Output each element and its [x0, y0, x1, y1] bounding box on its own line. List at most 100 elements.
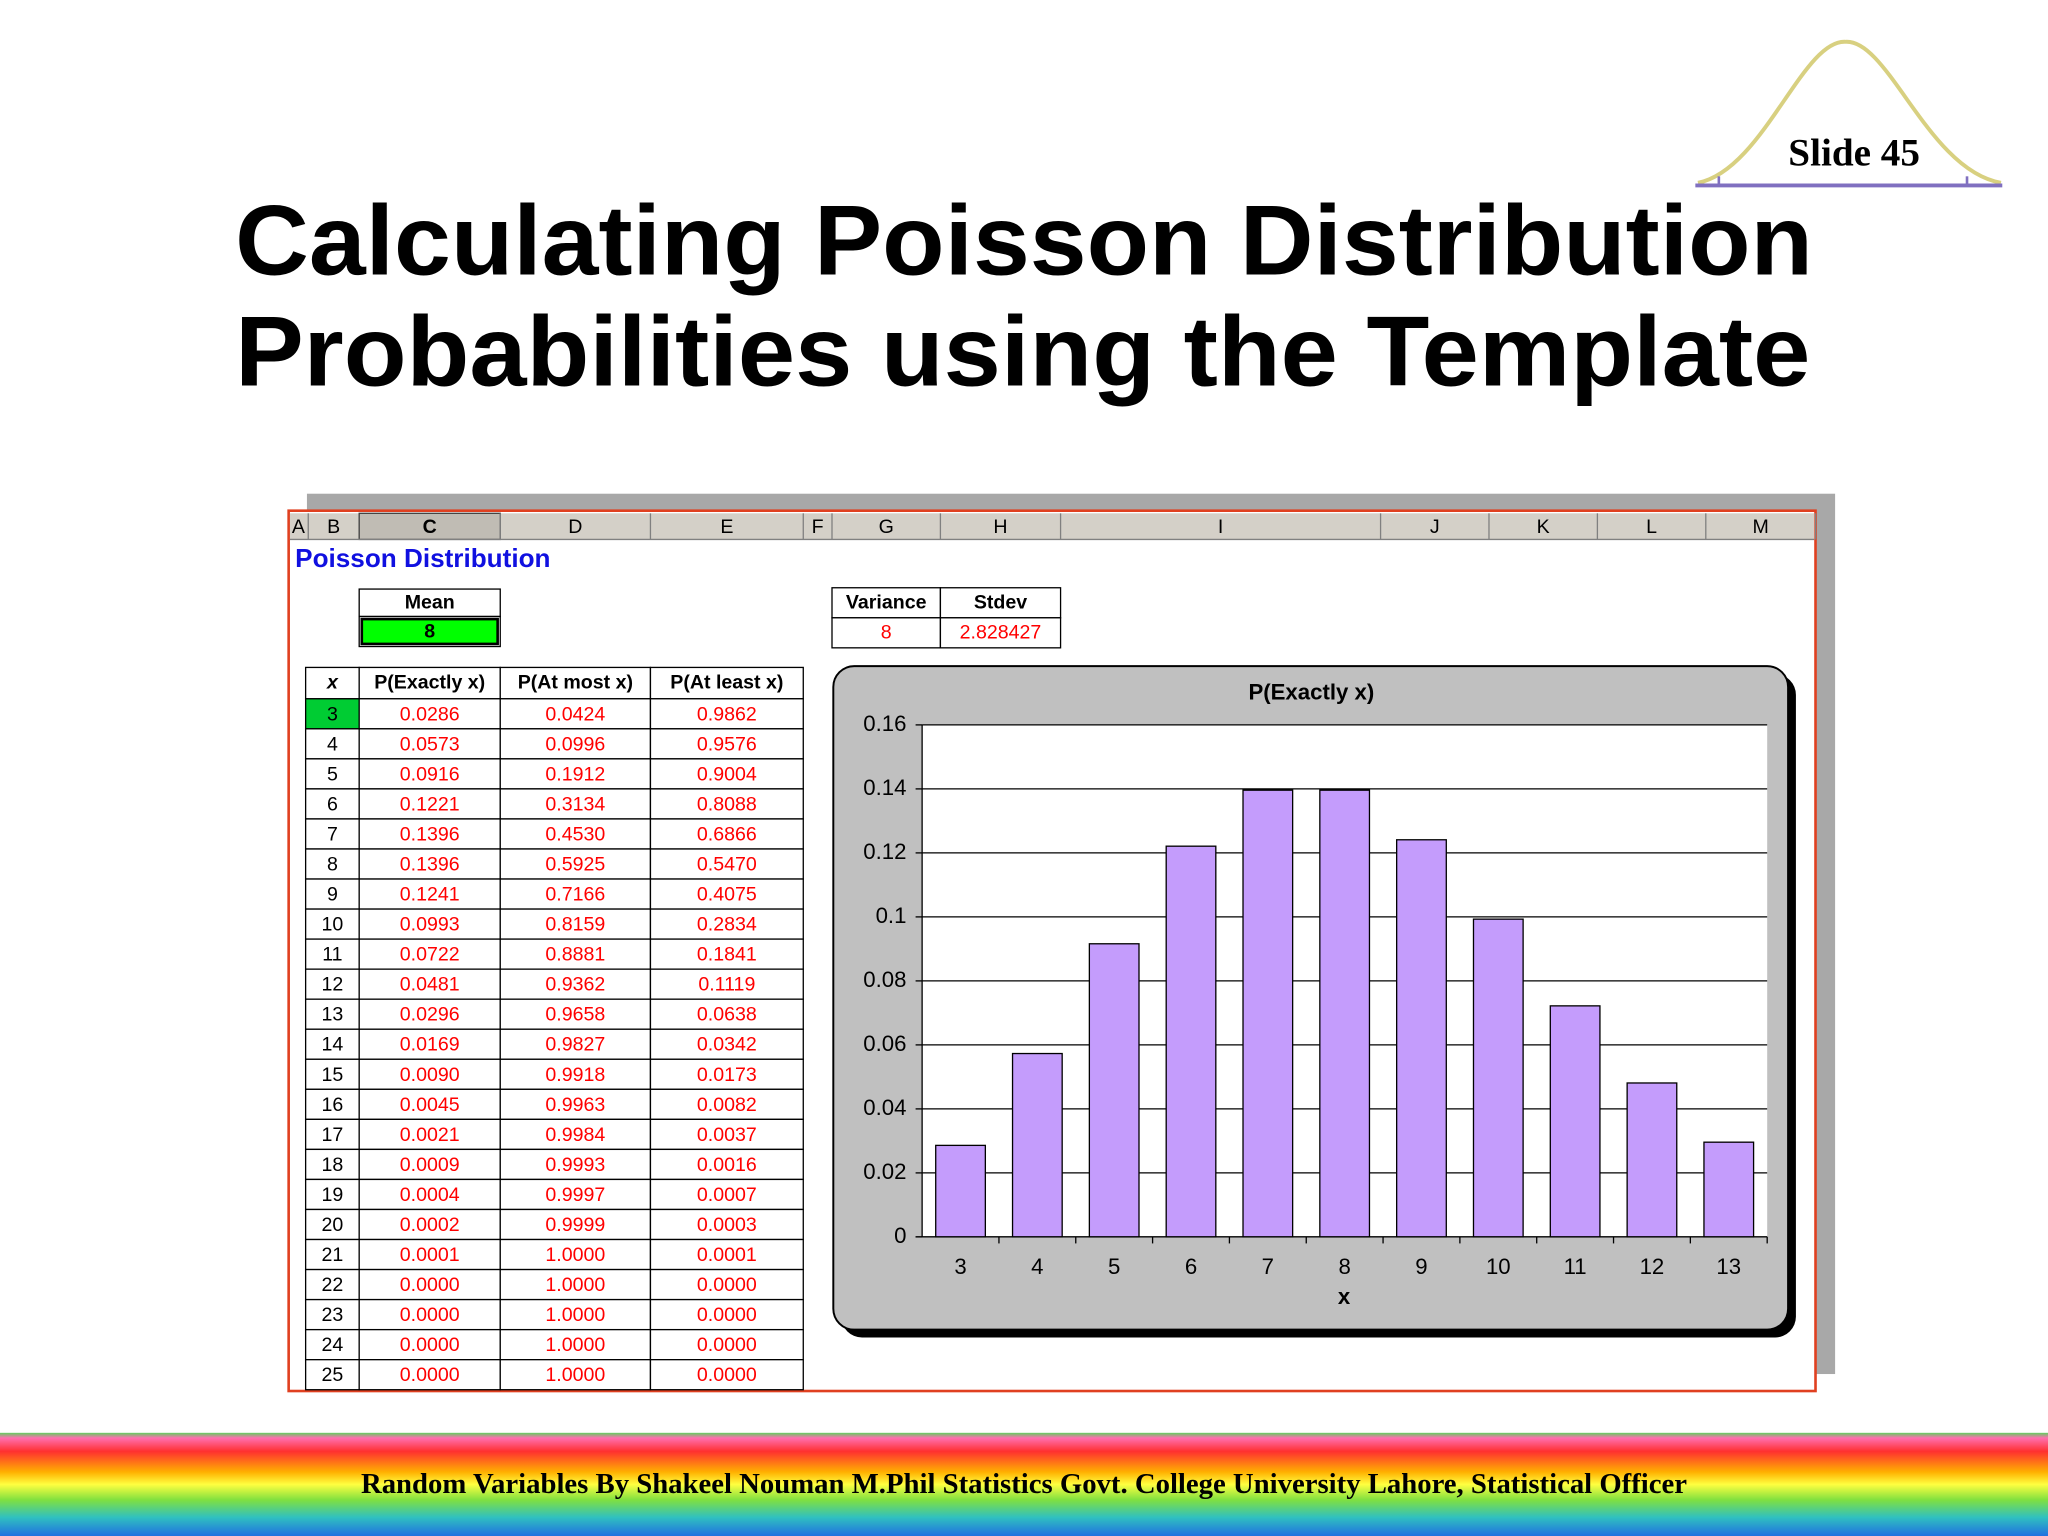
table-cell-text: 1.0000	[545, 1244, 605, 1266]
table-cell-text: 0.0000	[400, 1304, 460, 1326]
table-cell-text: 0.0000	[400, 1364, 460, 1386]
bar	[1549, 1005, 1601, 1238]
x-tick-label: 4	[1031, 1254, 1043, 1279]
table-cell-text: 0.0002	[400, 1214, 460, 1236]
y-tick-label: 0	[894, 1223, 906, 1248]
table-cell-text: 20	[322, 1214, 344, 1236]
table-header-cell	[499, 666, 652, 700]
mean-cell-fill	[360, 617, 499, 646]
table-cell-text: 12	[322, 974, 344, 996]
table-cell	[499, 1268, 652, 1301]
table-cell	[358, 908, 501, 940]
table-cell	[358, 1028, 501, 1060]
table-cell	[649, 698, 804, 730]
table-cell	[499, 1058, 652, 1090]
table-cell-text: 0.0000	[400, 1274, 460, 1296]
table-cell	[649, 788, 804, 820]
table-cell-text: 0.9658	[545, 1004, 605, 1026]
table-cell-text: 0.0003	[697, 1214, 757, 1236]
y-tick-label: 0.14	[863, 775, 906, 800]
table-cell	[649, 998, 804, 1030]
table-cell	[358, 1359, 501, 1391]
table-cell-text: 0.1396	[400, 853, 460, 875]
table-cell-text: 0.0000	[697, 1304, 757, 1326]
x-tick-label: 8	[1338, 1254, 1350, 1279]
table-cell	[499, 1088, 652, 1120]
y-tick-label: 0.12	[863, 839, 906, 864]
table-cell	[304, 878, 360, 910]
table-cell	[499, 1178, 652, 1211]
table-cell-text: 0.8088	[697, 793, 757, 815]
table-cell	[499, 1148, 652, 1181]
table-cell-text: 0.0037	[697, 1124, 757, 1146]
table-cell	[304, 1028, 360, 1060]
sheet-heading: Poisson Distribution	[295, 543, 550, 573]
x-tick-label: 9	[1415, 1254, 1427, 1279]
table-cell-text: 0.0169	[400, 1034, 460, 1056]
table-cell-text: 0.8881	[545, 944, 605, 966]
table-cell-text: 0.7166	[545, 884, 605, 906]
table-cell-text: 4	[327, 733, 338, 755]
table-cell-text: 0.0001	[400, 1244, 460, 1266]
table-cell-text: 13	[322, 1004, 344, 1026]
table-cell-text: 0.1912	[545, 763, 605, 785]
table-header: P(Exactly x)	[374, 671, 485, 693]
table-cell-text: 0.0173	[697, 1064, 757, 1086]
slide-number: Slide 45	[1788, 132, 1920, 175]
table-cell-text: 0.4530	[545, 823, 605, 845]
table-cell	[358, 728, 501, 760]
table-cell-text: 0.9004	[697, 763, 757, 785]
stat-label: Variance	[846, 592, 927, 614]
mean-value: 8	[424, 620, 435, 642]
bar	[1242, 789, 1294, 1238]
table-cell-text: 22	[322, 1274, 344, 1296]
table-cell-text: 0.1221	[400, 793, 460, 815]
table-cell-text: 0.0638	[697, 1004, 757, 1026]
logo-bell-curve	[1695, 39, 2003, 188]
y-tick-label: 0.02	[863, 1159, 906, 1184]
table-cell	[304, 1268, 360, 1301]
column-letter: E	[720, 516, 733, 538]
chart-title: P(Exactly x)	[1248, 679, 1374, 704]
x-tick-label: 7	[1262, 1254, 1274, 1279]
table-cell	[304, 1238, 360, 1271]
bar	[1165, 845, 1217, 1238]
x-tick-label: 6	[1185, 1254, 1197, 1279]
stat-label-cell	[939, 587, 1062, 619]
table-header: P(At most x)	[518, 671, 633, 693]
table-cell-text: 0.1396	[400, 823, 460, 845]
table-cell-text: 0.1119	[698, 974, 755, 996]
table-cell-text: 6	[327, 793, 338, 815]
table-cell-text: 0.9993	[545, 1154, 605, 1176]
table-cell	[358, 788, 501, 820]
table-cell	[358, 938, 501, 970]
table-cell	[649, 878, 804, 910]
sheet: A B C D E F G H I J K L M Poisson Distribution Mean 8 Va…	[289, 512, 1817, 1391]
table-cell-text: 9	[327, 884, 338, 906]
column-letter: C	[423, 516, 437, 538]
y-tick-label: 0.06	[863, 1031, 906, 1056]
table-cell-text: 0.9984	[545, 1124, 605, 1146]
table-cell-text: 0.9576	[697, 733, 757, 755]
table-cell	[649, 968, 804, 1000]
table-cell	[649, 1118, 804, 1151]
table-cell-text: 0.0004	[400, 1184, 460, 1206]
table-header-cell	[304, 666, 360, 700]
table-cell	[304, 1058, 360, 1090]
column-letter: G	[879, 516, 894, 538]
table-cell-text: 0.3134	[545, 793, 605, 815]
x-tick-label: 11	[1564, 1254, 1587, 1279]
stat-cell	[939, 617, 1062, 649]
footer-text: Random Variables By Shakeel Nouman M.Phi…	[361, 1468, 1687, 1500]
table-cell-text: 0.9999	[545, 1214, 605, 1236]
bar	[935, 1144, 987, 1238]
table-cell-text: 11	[322, 944, 342, 966]
table-cell-text: 5	[327, 763, 338, 785]
table-header: P(At least x)	[670, 671, 783, 693]
table-cell	[499, 1359, 652, 1391]
stat-label: Stdev	[974, 592, 1027, 614]
table-cell-text: 0.0996	[545, 733, 605, 755]
table-cell-text: 14	[322, 1034, 344, 1056]
table-cell	[649, 1359, 804, 1391]
